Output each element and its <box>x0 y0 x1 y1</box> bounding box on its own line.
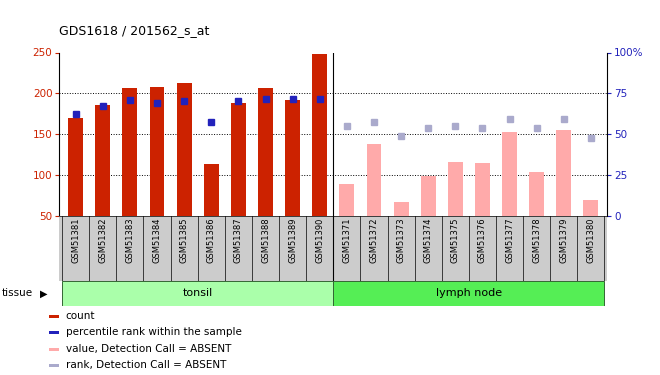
Text: GSM51383: GSM51383 <box>125 217 135 263</box>
Bar <box>393 202 409 216</box>
Text: GSM51381: GSM51381 <box>71 217 80 263</box>
Text: GSM51371: GSM51371 <box>343 217 351 263</box>
Text: GSM51376: GSM51376 <box>478 217 487 263</box>
Bar <box>421 177 436 216</box>
Bar <box>49 364 59 367</box>
Text: GSM51373: GSM51373 <box>397 217 406 263</box>
Text: GSM51387: GSM51387 <box>234 217 243 263</box>
Text: GSM51390: GSM51390 <box>315 217 324 263</box>
Bar <box>62 281 333 306</box>
Bar <box>123 88 137 216</box>
Bar <box>49 348 59 351</box>
Text: count: count <box>66 311 95 321</box>
Text: GSM51385: GSM51385 <box>180 217 189 263</box>
Bar <box>333 281 605 306</box>
Text: GSM51388: GSM51388 <box>261 217 270 263</box>
Bar <box>49 315 59 318</box>
Bar <box>556 130 572 216</box>
Text: tonsil: tonsil <box>183 288 213 298</box>
Bar <box>529 172 544 216</box>
Text: percentile rank within the sample: percentile rank within the sample <box>66 327 242 337</box>
Text: value, Detection Call = ABSENT: value, Detection Call = ABSENT <box>66 344 231 354</box>
Bar <box>583 200 599 216</box>
Bar <box>150 87 164 216</box>
Bar <box>231 103 246 216</box>
Bar <box>502 132 517 216</box>
Text: GSM51380: GSM51380 <box>587 217 595 263</box>
Text: GSM51374: GSM51374 <box>424 217 433 263</box>
Text: GSM51372: GSM51372 <box>370 217 378 263</box>
Bar <box>177 82 191 216</box>
Text: GSM51389: GSM51389 <box>288 217 297 263</box>
Text: GDS1618 / 201562_s_at: GDS1618 / 201562_s_at <box>59 24 210 38</box>
Bar <box>68 118 83 216</box>
Text: GSM51378: GSM51378 <box>532 217 541 263</box>
Bar <box>204 164 218 216</box>
Text: GSM51382: GSM51382 <box>98 217 108 263</box>
Text: GSM51386: GSM51386 <box>207 217 216 263</box>
Text: lymph node: lymph node <box>436 288 502 298</box>
Bar <box>366 144 381 216</box>
Bar <box>339 184 354 216</box>
Bar <box>49 331 59 334</box>
Text: GSM51379: GSM51379 <box>559 217 568 263</box>
Bar <box>475 163 490 216</box>
Text: GSM51384: GSM51384 <box>152 217 162 263</box>
Text: rank, Detection Call = ABSENT: rank, Detection Call = ABSENT <box>66 360 226 370</box>
Bar <box>95 105 110 216</box>
Text: ▶: ▶ <box>40 288 47 298</box>
Bar <box>258 88 273 216</box>
Text: GSM51377: GSM51377 <box>505 217 514 263</box>
Bar <box>448 162 463 216</box>
Bar <box>312 54 327 216</box>
Text: GSM51375: GSM51375 <box>451 217 460 263</box>
Bar <box>285 100 300 216</box>
Text: tissue: tissue <box>1 288 32 298</box>
